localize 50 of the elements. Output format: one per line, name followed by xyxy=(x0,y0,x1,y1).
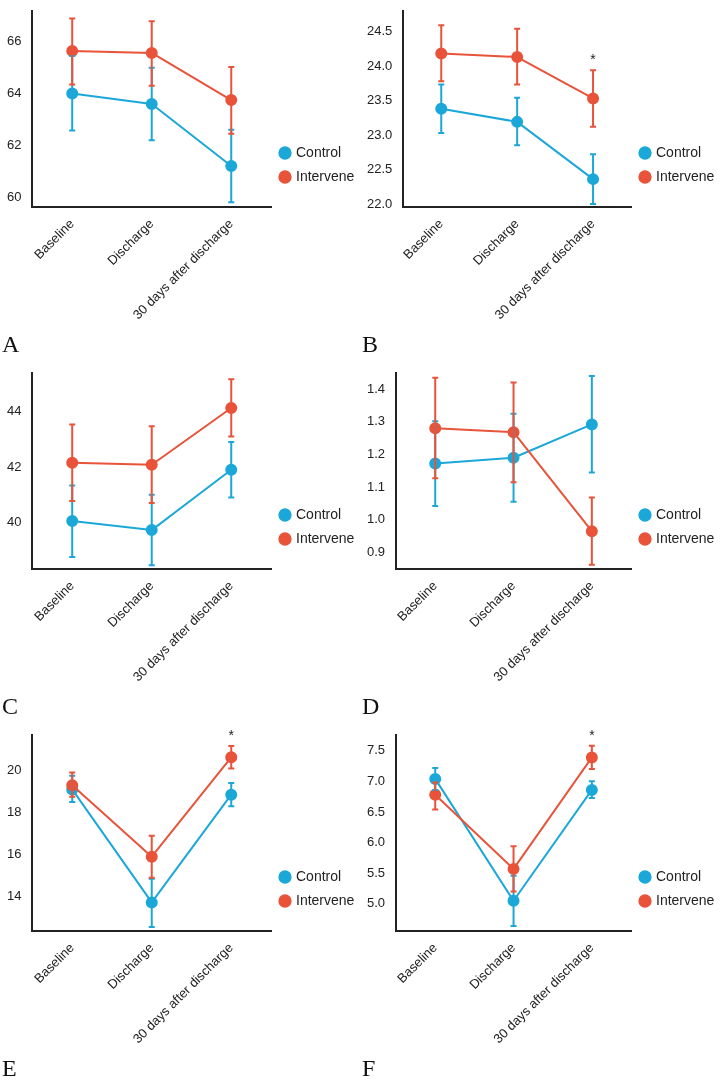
y-tick-label: 1.4 xyxy=(366,380,386,396)
legend-label: Control xyxy=(656,867,702,884)
annotation: * xyxy=(590,50,597,67)
legend-label: Control xyxy=(656,505,702,522)
legend-label: Intervene xyxy=(296,167,355,184)
y-tick-label: 23.5 xyxy=(366,92,393,108)
legend-label: Control xyxy=(296,867,342,884)
annotation: * xyxy=(589,726,596,743)
y-tick-label: 24.5 xyxy=(366,23,393,39)
y-tick-label: 5.5 xyxy=(366,864,386,880)
legend-label: Control xyxy=(296,143,342,160)
y-tick-label: 6.5 xyxy=(366,803,386,819)
y-tick-label: 0.9 xyxy=(366,544,386,560)
y-tick-label: 62 xyxy=(6,136,22,152)
y-tick-label: 1.1 xyxy=(366,478,386,494)
y-tick-label: 1.2 xyxy=(366,446,386,462)
y-tick-label: 60 xyxy=(6,188,22,204)
text: B xyxy=(362,331,379,358)
y-tick-label: 20 xyxy=(6,762,22,778)
legend-label: Control xyxy=(296,505,342,522)
y-tick-label: 7.0 xyxy=(366,772,386,788)
y-tick-label: 23.0 xyxy=(366,126,393,142)
y-tick-label: 6.0 xyxy=(366,834,386,850)
y-tick-label: 7.5 xyxy=(366,742,386,758)
legend-label: Intervene xyxy=(656,891,715,908)
legend-label: Intervene xyxy=(656,167,715,184)
legend-label: Intervene xyxy=(656,529,715,546)
y-tick-label: 44 xyxy=(6,403,22,419)
y-tick-label: 22.5 xyxy=(366,161,393,177)
legend-label: Intervene xyxy=(296,529,355,546)
legend-label: Control xyxy=(656,143,702,160)
text: A xyxy=(2,331,20,358)
y-tick-label: 64 xyxy=(6,85,22,101)
text: F xyxy=(362,1055,376,1082)
y-tick-label: 16 xyxy=(6,846,22,862)
y-tick-label: 14 xyxy=(6,888,22,904)
text: D xyxy=(362,693,380,720)
text: C xyxy=(2,693,19,720)
y-tick-label: 66 xyxy=(6,33,22,49)
y-tick-label: 22.0 xyxy=(366,195,393,211)
annotation: * xyxy=(228,726,235,743)
y-tick-label: 18 xyxy=(6,804,22,820)
y-tick-label: 5.0 xyxy=(366,895,386,911)
y-tick-label: 40 xyxy=(6,513,22,529)
y-tick-label: 42 xyxy=(6,458,22,474)
y-tick-label: 24.0 xyxy=(366,57,393,73)
text: E xyxy=(2,1055,17,1082)
y-tick-label: 1.3 xyxy=(366,413,386,429)
legend-label: Intervene xyxy=(296,891,355,908)
y-tick-label: 1.0 xyxy=(366,511,386,527)
